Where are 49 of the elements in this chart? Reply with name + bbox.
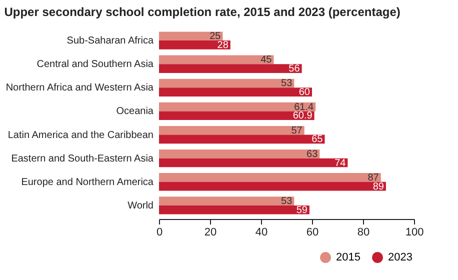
data-label: 53 (281, 196, 293, 208)
bar (159, 88, 312, 96)
legend-label: 2023 (388, 252, 412, 264)
bar (159, 134, 325, 144)
bar (159, 32, 223, 41)
data-label: 45 (260, 54, 272, 66)
bar (159, 126, 304, 135)
data-label: 53 (281, 78, 293, 90)
x-tick-label: 0 (156, 226, 163, 238)
data-label: 60 (298, 87, 310, 98)
x-tick-label: 40 (255, 226, 268, 238)
y-tick-label: Central and Southern Asia (36, 59, 154, 70)
data-label: 63 (306, 148, 318, 160)
bar (159, 40, 230, 50)
x-tick-label: 80 (357, 226, 370, 238)
legend-label: 2015 (336, 252, 360, 264)
bar (159, 78, 294, 88)
x-tick-label: 100 (405, 226, 424, 238)
bar (159, 150, 320, 158)
data-label: 87 (368, 172, 380, 184)
bar (159, 182, 386, 191)
data-label: 74 (334, 158, 346, 169)
chart-title: Upper secondary school completion rate, 2015 and 2023 (percentage) (4, 5, 400, 19)
bar (159, 102, 316, 112)
data-label: 28 (217, 40, 229, 51)
bar (159, 158, 348, 168)
data-label: 56 (288, 64, 300, 75)
y-tick-label: World (128, 200, 154, 212)
data-label: 65 (312, 134, 324, 146)
data-label: 89 (372, 181, 384, 192)
y-tick-label: Oceania (116, 106, 154, 118)
x-tick-label: 60 (306, 226, 319, 238)
bar (159, 64, 302, 73)
bar (159, 111, 314, 120)
y-tick-label: Sub-Saharan Africa (66, 36, 154, 47)
x-tick-label: 20 (204, 226, 217, 238)
y-tick-label: Eastern and South-Eastern Asia (11, 153, 154, 164)
data-label: 61.4 (294, 102, 314, 113)
data-label: 59 (296, 204, 308, 216)
data-label: 60.9 (292, 110, 313, 122)
y-tick-label: Europe and Northern America (21, 176, 154, 188)
data-label: 57 (291, 125, 303, 136)
y-tick-label: Latin America and the Caribbean (8, 130, 154, 141)
bar (159, 173, 381, 182)
data-label: 25 (210, 31, 222, 42)
bar (159, 55, 274, 64)
bar (159, 196, 294, 206)
y-tick-label: Northern Africa and Western Asia (6, 82, 154, 94)
bar (159, 205, 310, 214)
